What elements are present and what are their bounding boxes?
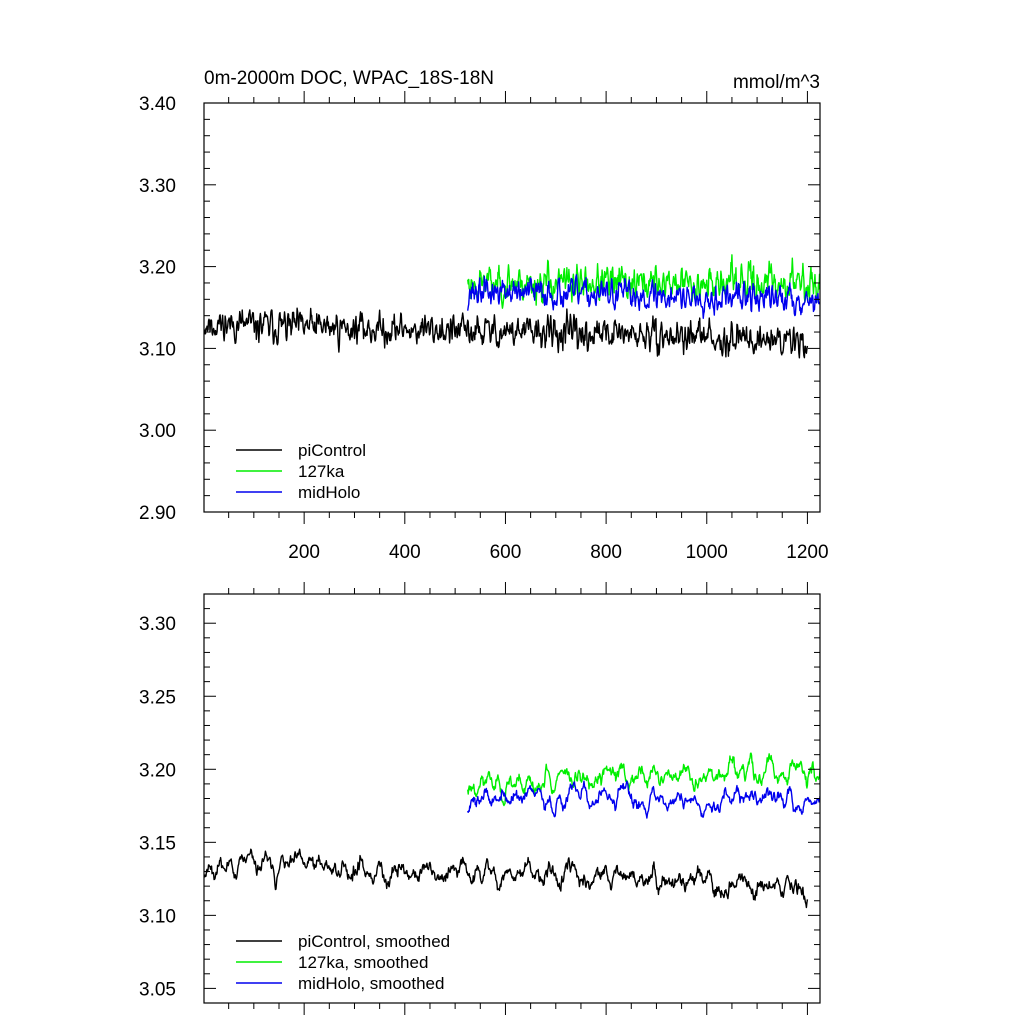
y-tick-label: 3.10 xyxy=(139,339,176,360)
series-group xyxy=(204,254,820,359)
x-tick-label: 600 xyxy=(490,542,522,563)
x-tick-label: 400 xyxy=(389,542,421,563)
x-tick-label: 200 xyxy=(288,542,320,563)
y-tick-label: 3.15 xyxy=(139,833,176,854)
bottom-panel-plot-area: 3.05 3.10 3.15 3.20 3.25 3.30 xyxy=(139,582,821,1015)
top-panel: 0m-2000m DOC, WPAC_18S-18N mmol/m^3 2.90… xyxy=(139,68,829,563)
legend-label: piControl xyxy=(298,441,366,460)
y-tick-label: 3.25 xyxy=(139,687,176,708)
top-panel-legend: piControl 127ka midHolo xyxy=(236,441,366,502)
y-tick-label: 3.05 xyxy=(139,979,176,1000)
legend-label: midHolo xyxy=(298,483,360,502)
top-panel-plot-area: 2.90 3.00 3.10 3.20 3.30 3.40 200 400 600 800 1000… xyxy=(139,91,829,563)
x-tick-label: 1000 xyxy=(686,542,728,563)
series-group xyxy=(204,752,820,909)
series-line-127ka-smoothed xyxy=(467,752,820,807)
series-line-midholo xyxy=(467,274,820,319)
y-tick-label: 3.20 xyxy=(139,258,176,279)
series-line-midholo-smoothed xyxy=(467,780,820,819)
series-line-picontrol-smoothed xyxy=(204,848,809,909)
y-tick-label: 3.40 xyxy=(139,94,176,115)
plot-frame xyxy=(203,102,821,513)
legend-label: 127ka xyxy=(298,462,345,481)
bottom-panel: 3.05 3.10 3.15 3.20 3.25 3.30 piControl, smoo… xyxy=(139,582,821,1015)
y-tick-label: 3.30 xyxy=(139,176,176,197)
y-tick-label: 3.30 xyxy=(139,614,176,635)
legend-label: piControl, smoothed xyxy=(298,932,450,951)
y-tick-label: 3.10 xyxy=(139,906,176,927)
top-panel-units: mmol/m^3 xyxy=(733,72,820,93)
legend-label: 127ka, smoothed xyxy=(298,953,428,972)
legend-label: midHolo, smoothed xyxy=(298,974,444,993)
x-tick-label: 800 xyxy=(590,542,622,563)
series-line-picontrol xyxy=(204,307,809,359)
top-panel-title: 0m-2000m DOC, WPAC_18S-18N xyxy=(204,68,494,89)
y-tick-label: 3.00 xyxy=(139,421,176,442)
x-tick-label: 1200 xyxy=(786,542,828,563)
bottom-panel-legend: piControl, smoothed 127ka, smoothed midHol… xyxy=(236,932,450,993)
y-tick-label: 2.90 xyxy=(139,503,176,524)
series-line-127ka xyxy=(467,254,820,309)
y-tick-label: 3.20 xyxy=(139,760,176,781)
